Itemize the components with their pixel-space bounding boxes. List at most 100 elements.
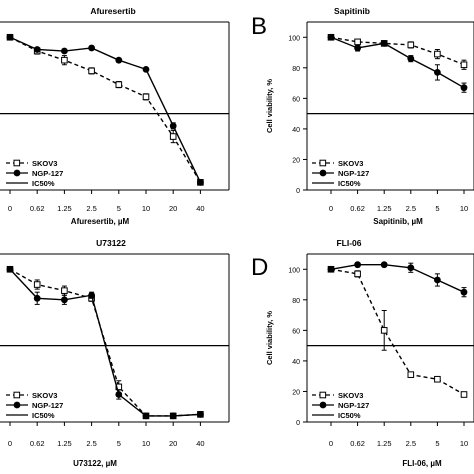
legend-marker-ngp127: [319, 401, 327, 409]
data-point-ngp-127: [115, 391, 123, 398]
x-tick-label: 5: [117, 439, 121, 448]
legend-label: SKOV3: [338, 391, 363, 400]
chart-panel-2: 0 20 40 60 80 100 0 0.62 1.25 2.5 5 10 SKOV3NGP-127I…: [251, 6, 474, 226]
x-tick-label: 10: [142, 439, 150, 448]
y-tick-label: 40: [292, 127, 300, 134]
legend-label: SKOV3: [338, 159, 363, 168]
y-tick-label: 60: [292, 96, 300, 103]
chart-title: Afuresertib: [90, 6, 135, 16]
chart-title: FLI-06: [336, 238, 361, 248]
data-point-ngp-127: [197, 410, 204, 418]
x-tick-label: 5: [435, 439, 439, 448]
x-tick-label: 10: [460, 439, 468, 448]
data-point-ngp-127: [354, 261, 361, 269]
data-point-skov3: [460, 61, 468, 69]
data-point-ngp-127: [88, 291, 95, 299]
y-tick-label: 20: [292, 389, 300, 396]
data-point-ngp-127: [327, 265, 335, 273]
x-tick-label: 40: [196, 204, 204, 213]
data-point-skov3: [380, 327, 388, 334]
y-tick-label: 100: [288, 267, 300, 274]
legend-marker-ngp127: [13, 169, 21, 177]
x-tick-label: 0.62: [30, 204, 45, 213]
x-tick-label: 0: [329, 204, 333, 213]
legend-marker-ngp127: [319, 169, 327, 177]
legend-label: NGP-127: [32, 401, 63, 410]
data-point-ngp-127: [380, 261, 388, 269]
legend-label: IC50%: [338, 179, 361, 188]
data-point-ngp-127: [407, 55, 415, 63]
chart-panel-4: 0 20 40 60 80 100 0 0.62 1.25 2.5 5 10 SKOV3NGP-127I…: [251, 238, 474, 468]
data-point-ngp-127: [169, 412, 177, 420]
y-tick-label: 0: [296, 420, 300, 427]
data-point-ngp-127: [434, 276, 441, 284]
legend-label: NGP-127: [32, 169, 63, 178]
panel-letter: D: [251, 254, 268, 281]
data-point-skov3: [169, 133, 177, 140]
legend-label: IC50%: [32, 179, 55, 188]
data-point-skov3: [354, 38, 361, 46]
x-tick-label: 20: [169, 204, 177, 213]
x-tick-label: 40: [196, 439, 204, 448]
data-point-skov3: [33, 281, 41, 288]
data-point-skov3: [142, 93, 150, 101]
x-tick-label: 0.62: [350, 204, 365, 213]
legend-marker-skov3: [319, 391, 327, 399]
x-tick-label: 10: [460, 204, 468, 213]
data-point-skov3: [115, 81, 123, 88]
data-point-ngp-127: [88, 44, 95, 52]
data-point-ngp-127: [407, 264, 415, 272]
x-tick-label: 20: [169, 439, 177, 448]
x-axis-label: U73122, µM: [73, 459, 117, 468]
data-point-ngp-127: [197, 178, 204, 186]
data-point-skov3: [88, 67, 95, 75]
chart-title: Sapitinib: [334, 6, 370, 16]
legend-marker-skov3: [13, 159, 21, 167]
series-line-ngp-127: [330, 263, 465, 293]
x-tick-label: 1.25: [57, 204, 72, 213]
data-point-ngp-127: [460, 84, 468, 92]
data-point-ngp-127: [354, 44, 361, 52]
x-tick-label: 0.62: [350, 439, 365, 448]
chart-title: U73122: [96, 238, 126, 248]
x-tick-label: 0: [8, 439, 12, 448]
legend-marker-ngp127: [13, 401, 21, 409]
legend-marker-skov3: [13, 391, 21, 399]
x-tick-label: 0: [8, 204, 12, 213]
y-axis-label: Cell viability, %: [265, 79, 274, 133]
y-axis-label: Cell viability, %: [265, 311, 274, 365]
data-point-skov3: [434, 375, 441, 383]
y-tick-label: 40: [292, 359, 300, 366]
data-point-ngp-127: [61, 47, 68, 55]
x-tick-label: 10: [142, 204, 150, 213]
y-tick-label: 0: [296, 188, 300, 195]
x-axis-label: Sapitinib, µM: [373, 217, 423, 226]
series-line-ngp-127: [330, 36, 465, 89]
x-tick-label: 2.5: [406, 204, 416, 213]
data-point-ngp-127: [142, 65, 150, 73]
panel-letter: B: [251, 13, 267, 40]
x-tick-label: 1.25: [377, 204, 392, 213]
legend-label: NGP-127: [338, 169, 369, 178]
x-tick-label: 2.5: [406, 439, 416, 448]
legend-marker-skov3: [319, 159, 327, 167]
x-tick-label: 2.5: [86, 204, 96, 213]
x-tick-label: 0.62: [30, 439, 45, 448]
data-point-ngp-127: [142, 412, 150, 420]
x-tick-label: 5: [117, 204, 121, 213]
data-point-ngp-127: [33, 294, 41, 302]
y-tick-label: 80: [292, 66, 300, 73]
y-tick-label: 100: [288, 35, 300, 42]
x-axis-label: Afuresertib, µM: [71, 217, 130, 226]
data-point-ngp-127: [6, 265, 14, 273]
data-point-ngp-127: [6, 33, 14, 41]
data-point-skov3: [434, 50, 441, 58]
x-tick-label: 2.5: [86, 439, 96, 448]
legend-label: NGP-127: [338, 401, 369, 410]
series-line-skov3: [330, 36, 465, 66]
